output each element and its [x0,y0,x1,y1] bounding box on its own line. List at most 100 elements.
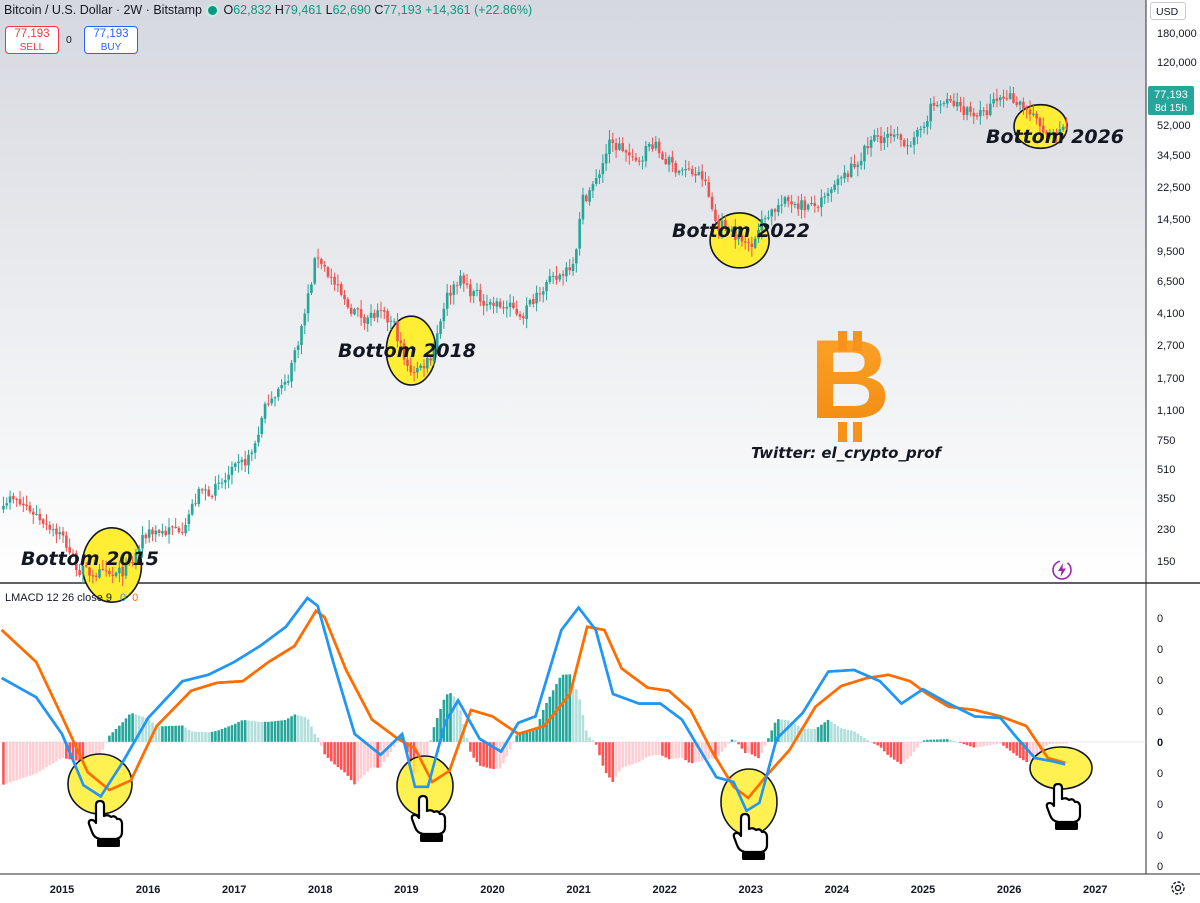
candle-body [988,103,992,115]
candle [945,92,949,109]
candle-body [144,534,148,539]
candle [329,268,333,285]
sell-button[interactable]: 77,193 SELL [5,26,59,54]
candle [45,514,48,531]
indicator-axis[interactable]: 0 0 0 0 0 0 0 0 0 [1157,613,1163,873]
candle-body [442,308,446,322]
candle [558,272,562,282]
candle [98,564,101,579]
candle-body [674,163,677,173]
price-axis[interactable]: 180,000 120,000 52,000 34,500 22,500 14,500 9,… [1157,28,1197,568]
candle-body [277,388,280,397]
time-axis[interactable]: 2015 2016 2017 2018 2019 2020 2021 2022 2023 2024… [50,884,1108,896]
candle-body [84,565,88,567]
candle [681,167,684,176]
bitcoin-logo-bar [853,422,862,442]
histogram-bar [498,742,502,769]
histogram-bar [217,730,221,742]
histogram-bar [793,723,797,742]
hand-outline [732,812,769,854]
histogram-bar [604,742,608,774]
candle [38,508,42,525]
candle-body [866,146,870,149]
histogram-bar [1065,742,1068,744]
histogram-bar [866,740,870,742]
candle-body [200,489,204,491]
gear-icon[interactable] [1168,878,1188,898]
histogram-bar [273,721,277,742]
candle [227,465,230,489]
candle [293,347,297,372]
candle-body [171,526,174,528]
histogram-bar [127,714,131,742]
candle [1025,105,1029,119]
histogram-bar [35,742,38,774]
histogram-bar [84,742,88,759]
candle-body [194,503,197,505]
candle-body [932,102,936,106]
candle [896,126,899,140]
candle [538,286,542,302]
candle [75,550,78,577]
candle [704,171,707,186]
histogram-bar [909,742,913,757]
candle-body [233,463,237,467]
candle-body [571,263,575,271]
histogram-bar [435,718,439,742]
price-axis-label: 150 [1157,556,1175,568]
candle-body [581,194,585,220]
candle [684,159,687,178]
candle [253,440,257,460]
histogram-bar [1002,742,1005,746]
histogram-bar [286,718,290,742]
lightning-icon[interactable] [1051,559,1073,581]
histogram-bar [568,674,572,742]
indicator-value-macd: 0 [120,592,127,604]
histogram-bar [657,742,661,755]
candle-body [41,519,45,524]
candle-body [2,505,5,510]
candle [584,193,588,203]
symbol-title[interactable]: Bitcoin / U.S. Dollar · 2W · Bitstamp [4,3,202,17]
candle [131,556,134,567]
candle [545,279,548,301]
price-axis-label: 750 [1157,435,1175,447]
candle [707,176,711,198]
candle [488,298,492,310]
candle [671,150,674,172]
histogram-bar [843,729,846,742]
candle [866,136,870,155]
candle-body [154,530,158,535]
currency-selector[interactable]: USD [1150,2,1186,20]
candle [432,341,436,366]
histogram-bar [313,733,317,742]
candle-body [555,275,558,280]
histogram-bar [644,742,648,758]
histogram-bar [250,720,254,742]
histogram-bar [995,742,999,745]
histogram-bar [190,731,194,742]
candle-body [681,169,684,171]
candle [760,210,764,240]
candle-body [637,160,641,162]
candle [180,522,184,536]
indicator-axis-label: 0 [1157,675,1163,687]
buy-button[interactable]: 77,193 BUY [84,26,138,54]
candle-body [55,528,58,535]
histogram-bar [561,674,565,742]
histogram-bar [972,742,976,748]
histogram-bar [846,729,850,742]
candle-body [134,552,138,562]
candle-body [823,196,827,198]
candle [343,289,346,305]
candle-body [710,196,714,209]
candle-body [707,182,711,197]
histogram-bar [429,740,432,742]
candle [81,556,85,584]
candle-body [214,483,217,496]
candle-body [763,218,767,220]
candle [137,545,141,564]
